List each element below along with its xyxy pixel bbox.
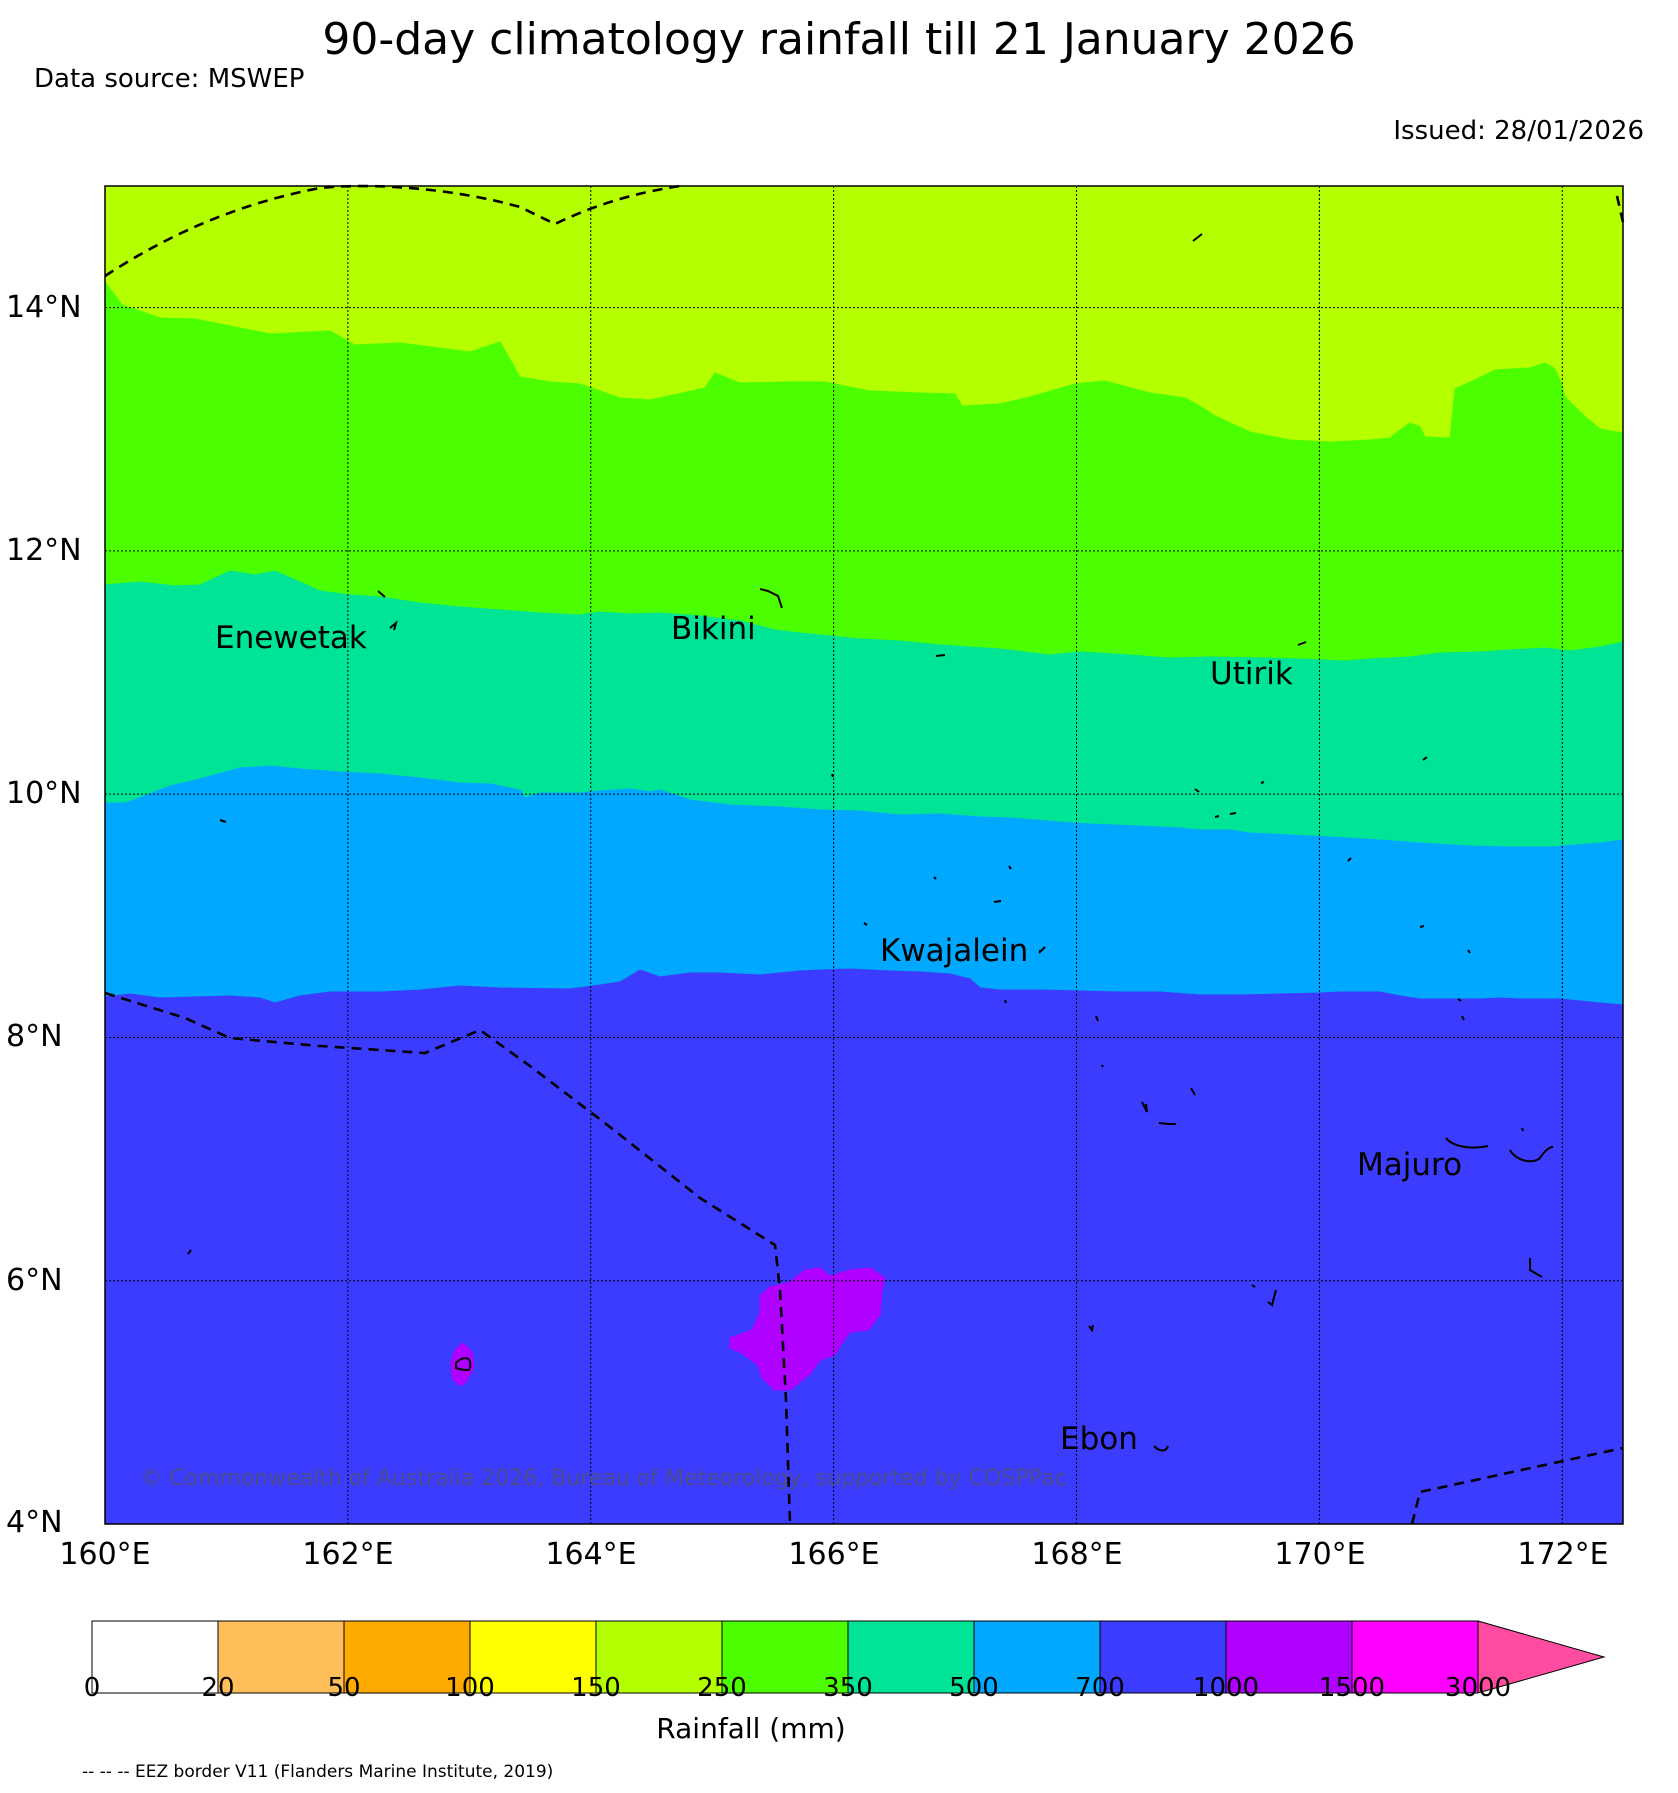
colorbar-segment-5 — [721, 1620, 849, 1694]
colorbar-tick-9: 1000 — [1192, 1673, 1260, 1703]
place-enewetak: Enewetak — [215, 620, 367, 656]
lon-label-164: 164°E — [545, 1537, 637, 1572]
colorbar-tick-10: 1500 — [1318, 1673, 1386, 1703]
colorbar-segment-0 — [91, 1620, 219, 1694]
colorbar-tick-11: 3000 — [1444, 1673, 1512, 1703]
colorbar-tick-1: 20 — [201, 1673, 235, 1703]
colorbar-tick-7: 500 — [949, 1673, 999, 1703]
lon-label-170: 170°E — [1274, 1537, 1366, 1572]
map-frame — [104, 185, 1624, 1525]
colorbar-segment-1 — [217, 1620, 345, 1694]
lon-label-172: 172°E — [1517, 1537, 1609, 1572]
colorbar-tick-2: 50 — [327, 1673, 361, 1703]
place-kwajalein: Kwajalein — [880, 933, 1029, 969]
patch-1000-1500-b — [450, 1342, 475, 1387]
eez-border-central — [104, 991, 792, 1525]
eez-footnote: -- -- -- EEZ border V11 (Flanders Marine… — [82, 1762, 554, 1782]
colorbar-segment-9 — [1225, 1620, 1353, 1694]
lon-label-166: 166°E — [788, 1537, 880, 1572]
lat-label-12: 12°N — [6, 533, 82, 568]
colorbar-extend-arrow — [1477, 1620, 1606, 1694]
eez-border-northeast — [1615, 195, 1625, 223]
patch-1000-1500-a — [729, 1267, 886, 1391]
eez-border-southeast — [1410, 1446, 1624, 1525]
colorbar-tick-8: 700 — [1075, 1673, 1125, 1703]
lon-label-162: 162°E — [302, 1537, 394, 1572]
eez-border-north — [104, 184, 681, 278]
colorbar-tick-0: 0 — [83, 1673, 101, 1703]
place-ebon: Ebon — [1060, 1421, 1138, 1457]
lat-label-10: 10°N — [6, 776, 82, 811]
colorbar-segment-6 — [847, 1620, 975, 1694]
graticule — [105, 186, 1623, 1524]
place-majuro: Majuro — [1357, 1147, 1463, 1183]
colorbar-segment-10 — [1351, 1620, 1479, 1694]
colorbar-segment-7 — [973, 1620, 1101, 1694]
colorbar-segment-3 — [469, 1620, 597, 1694]
colorbar — [91, 1620, 1606, 1694]
lat-label-8: 8°N — [6, 1019, 63, 1054]
lon-label-160: 160°E — [59, 1537, 151, 1572]
place-utirik: Utirik — [1210, 656, 1293, 692]
colorbar-segment-4 — [595, 1620, 723, 1694]
colorbar-tick-6: 350 — [823, 1673, 873, 1703]
colorbar-tick-4: 150 — [571, 1673, 621, 1703]
place-bikini: Bikini — [671, 611, 756, 647]
issued-date-label: Issued: 28/01/2026 — [1393, 116, 1644, 146]
page-title: 90-day climatology rainfall till 21 Janu… — [322, 14, 1356, 65]
colorbar-tick-3: 100 — [445, 1673, 495, 1703]
lat-label-4: 4°N — [6, 1505, 63, 1540]
lon-label-168: 168°E — [1031, 1537, 1123, 1572]
data-source-label: Data source: MSWEP — [34, 64, 305, 94]
copyright-notice: © Commonwealth of Australia 2026, Bureau… — [140, 1466, 1067, 1491]
colorbar-tick-5: 250 — [697, 1673, 747, 1703]
lat-label-14: 14°N — [6, 290, 82, 325]
colorbar-title: Rainfall (mm) — [656, 1712, 846, 1745]
rainfall-contours — [105, 186, 1623, 1524]
eez-borders — [104, 184, 1625, 1525]
band-700-1000 — [105, 968, 1623, 1524]
island-outlines — [187, 233, 1554, 1452]
lat-label-6: 6°N — [6, 1263, 63, 1298]
